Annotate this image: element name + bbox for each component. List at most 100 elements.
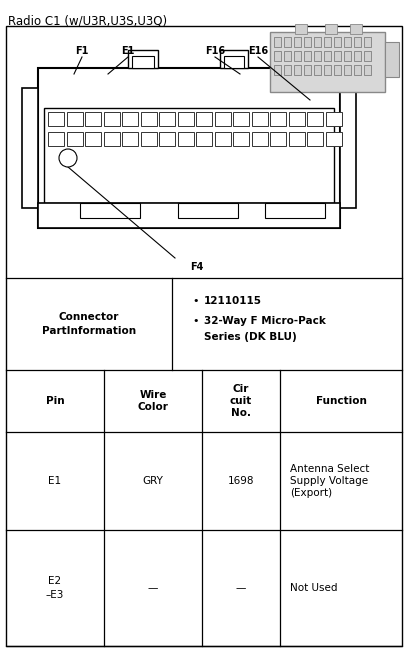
Bar xyxy=(251,132,268,146)
Text: Wire
Color: Wire Color xyxy=(137,390,169,412)
Bar xyxy=(265,203,325,218)
Bar xyxy=(48,132,64,146)
Bar xyxy=(326,132,341,146)
Bar xyxy=(324,37,331,47)
Bar xyxy=(104,132,120,146)
Bar xyxy=(304,37,311,47)
Bar xyxy=(344,65,351,75)
Bar xyxy=(294,65,301,75)
Bar xyxy=(80,203,140,218)
Text: E1: E1 xyxy=(121,46,135,56)
Bar xyxy=(350,24,362,34)
Bar xyxy=(304,65,311,75)
Bar xyxy=(178,203,238,218)
Bar xyxy=(344,37,351,47)
Bar xyxy=(122,112,138,126)
Bar xyxy=(274,65,281,75)
Bar xyxy=(140,112,157,126)
Bar xyxy=(159,132,175,146)
Bar xyxy=(314,65,321,75)
Text: Pin: Pin xyxy=(46,396,64,406)
Text: Radio C1 (w/U3R,U3S,U3Q): Radio C1 (w/U3R,U3S,U3Q) xyxy=(8,14,167,27)
Bar xyxy=(364,51,371,61)
Text: –E3: –E3 xyxy=(46,590,64,600)
Bar xyxy=(325,24,337,34)
Bar xyxy=(85,132,101,146)
Bar xyxy=(288,132,304,146)
Bar xyxy=(284,37,291,47)
Bar xyxy=(251,112,268,126)
Circle shape xyxy=(59,149,77,167)
Text: •: • xyxy=(192,316,199,326)
Bar xyxy=(344,51,351,61)
Text: Series (DK BLU): Series (DK BLU) xyxy=(204,332,297,342)
Text: 32-Way F Micro-Pack: 32-Way F Micro-Pack xyxy=(204,316,326,326)
Bar xyxy=(196,112,212,126)
Bar xyxy=(233,132,249,146)
Bar xyxy=(220,50,248,68)
Bar xyxy=(307,112,323,126)
Bar xyxy=(334,37,341,47)
Bar xyxy=(354,37,361,47)
Bar xyxy=(307,132,323,146)
Bar xyxy=(48,112,64,126)
Text: •: • xyxy=(192,296,199,306)
Text: 1698: 1698 xyxy=(228,476,254,486)
Bar xyxy=(67,132,82,146)
Text: F4: F4 xyxy=(190,262,203,272)
Bar xyxy=(159,112,175,126)
Bar xyxy=(270,112,286,126)
Bar xyxy=(215,132,231,146)
Bar xyxy=(364,37,371,47)
Bar xyxy=(294,37,301,47)
Bar xyxy=(295,24,307,34)
Bar xyxy=(38,68,340,228)
Text: E2: E2 xyxy=(49,576,62,586)
Bar xyxy=(22,88,38,208)
Text: E16: E16 xyxy=(248,46,268,56)
Bar xyxy=(284,65,291,75)
Bar xyxy=(354,51,361,61)
Bar xyxy=(288,112,304,126)
Bar xyxy=(270,132,286,146)
Bar xyxy=(314,51,321,61)
Bar xyxy=(324,51,331,61)
Bar xyxy=(38,203,340,228)
Bar xyxy=(274,37,281,47)
Text: —: — xyxy=(236,583,246,593)
Text: Function: Function xyxy=(315,396,366,406)
Bar xyxy=(270,32,385,92)
Text: F1: F1 xyxy=(75,46,89,56)
Text: Antenna Select: Antenna Select xyxy=(290,464,369,474)
Bar xyxy=(104,112,120,126)
Bar xyxy=(294,51,301,61)
Bar xyxy=(324,65,331,75)
Bar xyxy=(44,108,334,203)
Bar xyxy=(140,132,157,146)
Bar xyxy=(326,112,341,126)
Bar xyxy=(122,132,138,146)
Bar xyxy=(304,51,311,61)
Bar xyxy=(128,50,158,68)
Text: —: — xyxy=(148,583,158,593)
Text: E1: E1 xyxy=(49,476,62,486)
Text: Cir
cuit
No.: Cir cuit No. xyxy=(230,385,252,417)
Text: GRY: GRY xyxy=(142,476,164,486)
Text: F16: F16 xyxy=(205,46,225,56)
Bar xyxy=(364,65,371,75)
Bar xyxy=(340,88,356,208)
Text: (Export): (Export) xyxy=(290,488,332,498)
Bar xyxy=(67,112,82,126)
Bar xyxy=(215,112,231,126)
Bar xyxy=(334,65,341,75)
Text: Supply Voltage: Supply Voltage xyxy=(290,476,368,486)
Bar xyxy=(177,112,193,126)
Bar xyxy=(224,56,244,68)
Bar xyxy=(274,51,281,61)
Bar xyxy=(314,37,321,47)
Bar xyxy=(233,112,249,126)
Bar xyxy=(85,112,101,126)
Bar xyxy=(334,51,341,61)
Bar xyxy=(354,65,361,75)
Text: Connector: Connector xyxy=(59,312,119,322)
